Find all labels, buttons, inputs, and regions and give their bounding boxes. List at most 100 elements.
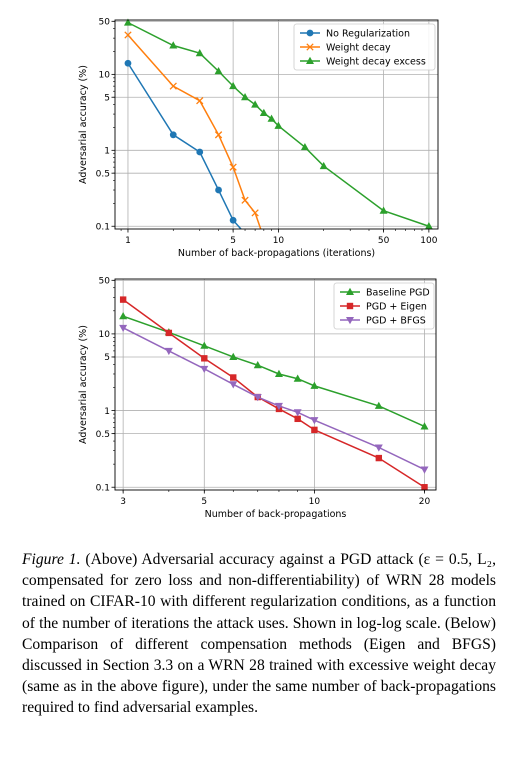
- y-tick-label: 0.5: [96, 430, 110, 440]
- x-tick-label: 20: [419, 497, 431, 507]
- figure: 1 5 10 50 100 0.1 0.5 1 5 10 50 Number of back-prop…: [78, 17, 439, 520]
- legend-entry: Baseline PGD: [340, 287, 430, 298]
- legend-marker: [346, 302, 354, 310]
- data-point: [241, 196, 249, 204]
- y-tick-label: 1: [104, 147, 110, 157]
- y-tick-label: 0.1: [96, 222, 110, 232]
- data-point: [374, 401, 383, 409]
- series-no-regularization: [124, 59, 242, 229]
- legend-box: [333, 282, 435, 330]
- legend-marker: [306, 29, 314, 37]
- legend-entry: Weight decay: [300, 42, 391, 53]
- y-tick-label: 5: [104, 353, 110, 363]
- data-point: [310, 381, 319, 389]
- series-line: [122, 299, 425, 488]
- data-point: [259, 108, 268, 116]
- legend-label: PGD + Eigen: [366, 301, 427, 312]
- data-point: [165, 329, 173, 337]
- data-point: [267, 114, 276, 122]
- legend-marker: [306, 56, 314, 64]
- data-point: [229, 216, 237, 224]
- legend-label: Weight decay excess: [326, 56, 426, 67]
- y-axis-label: Adversarial accuracy (%): [78, 65, 89, 184]
- data-point: [251, 100, 260, 108]
- legend: Baseline PGD PGD + Eigen PGD + BFGS: [333, 282, 435, 330]
- data-point: [229, 163, 237, 171]
- data-point: [319, 161, 328, 170]
- data-point: [164, 347, 173, 356]
- x-tick-label: 5: [230, 236, 236, 246]
- data-point: [214, 67, 223, 75]
- legend-label: PGD + BFGS: [366, 315, 426, 326]
- data-point: [229, 81, 238, 90]
- data-point: [169, 41, 178, 49]
- y-tick-label: 1: [104, 407, 110, 417]
- figure-caption: Figure 1. (Above) Adversarial accuracy a…: [22, 549, 496, 719]
- data-point: [201, 355, 208, 362]
- data-point: [214, 131, 223, 139]
- series-line: [122, 315, 425, 428]
- data-point: [119, 296, 127, 303]
- data-point: [293, 409, 302, 417]
- data-point: [229, 381, 238, 389]
- series-weight-decay: [124, 31, 262, 229]
- data-point: [375, 454, 383, 462]
- data-point: [169, 131, 177, 139]
- data-point: [311, 426, 318, 434]
- x-tick-label: 1: [125, 236, 131, 246]
- data-point: [196, 148, 204, 156]
- data-point: [300, 142, 309, 151]
- legend-marker: [346, 287, 354, 295]
- data-point: [420, 422, 429, 430]
- data-point: [310, 417, 319, 425]
- data-point: [200, 341, 209, 349]
- data-point: [215, 186, 222, 194]
- data-point: [274, 369, 283, 377]
- x-tick-label: 5: [201, 497, 207, 507]
- x-tick-label: 10: [273, 236, 285, 246]
- data-point: [374, 444, 383, 452]
- caption-text: (Above) Adversarial accuracy against a P…: [22, 551, 496, 717]
- y-axis-label: Adversarial accuracy (%): [78, 325, 89, 444]
- series-weight-decay-excess: [123, 18, 433, 230]
- x-tick-label: 100: [420, 236, 437, 246]
- y-tick-label: 0.5: [96, 169, 110, 179]
- plot-frame: [114, 278, 437, 491]
- legend-label: Baseline PGD: [366, 287, 430, 298]
- series-pgd-bfgs: [119, 324, 429, 474]
- series-line: [127, 21, 430, 227]
- legend-marker: [346, 317, 354, 325]
- data-point: [229, 352, 238, 360]
- data-point: [253, 361, 262, 369]
- legend-entry: Weight decay excess: [300, 56, 426, 67]
- x-axis-label: Number of back-propagations: [205, 509, 347, 520]
- legend-marker: [306, 43, 314, 51]
- bottom-chart: 3 5 10 20 0.1 0.5 1 5 10 50 Number of back-propaga…: [78, 277, 437, 520]
- data-point: [253, 394, 262, 402]
- data-point: [196, 97, 204, 105]
- data-point: [293, 374, 302, 382]
- data-point: [420, 466, 429, 474]
- series-line: [127, 34, 262, 229]
- data-point: [124, 31, 132, 39]
- series-line: [122, 327, 425, 471]
- data-point: [424, 222, 433, 230]
- legend-label: No Regularization: [326, 28, 410, 39]
- data-point: [251, 209, 259, 217]
- legend-entry: No Regularization: [300, 28, 410, 39]
- y-tick-label: 50: [99, 277, 111, 287]
- data-point: [379, 206, 388, 214]
- data-point: [169, 82, 177, 90]
- y-tick-label: 10: [99, 330, 111, 340]
- data-point: [123, 18, 132, 26]
- data-point: [195, 49, 204, 57]
- series-line: [127, 62, 242, 229]
- data-point: [241, 93, 250, 101]
- y-tick-label: 10: [99, 71, 111, 81]
- caption-lead: Figure 1.: [22, 551, 81, 568]
- x-axis-label: Number of back-propagations (iterations): [178, 248, 375, 259]
- data-point: [200, 365, 209, 374]
- y-tick-label: 50: [99, 17, 111, 27]
- plot-frame: [114, 19, 439, 230]
